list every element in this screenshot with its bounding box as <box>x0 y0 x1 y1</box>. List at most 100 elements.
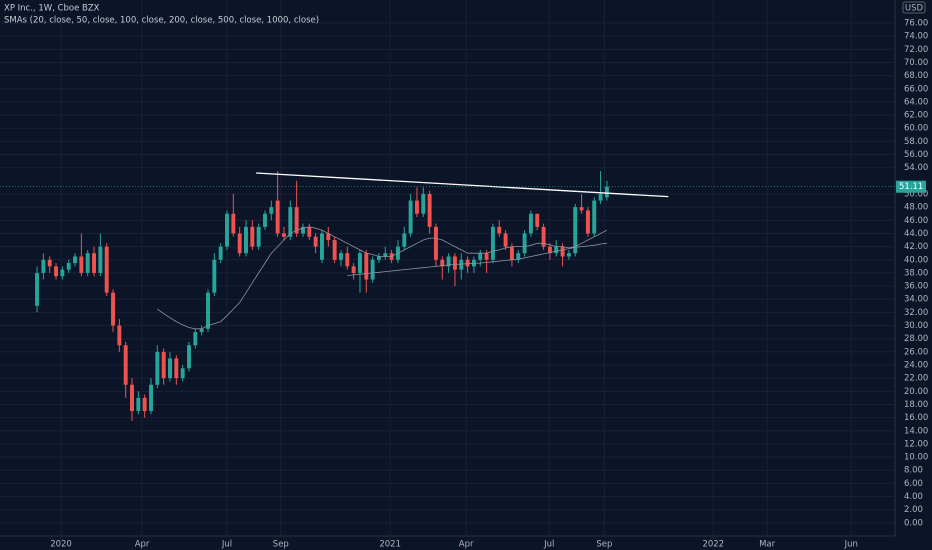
x-tick-label: Jul <box>221 540 232 550</box>
candle-body <box>554 246 559 254</box>
candle-body <box>383 253 388 257</box>
candle-body <box>60 269 65 277</box>
candle-body <box>174 358 179 379</box>
x-tick-label: 2020 <box>50 540 72 550</box>
y-tick-label: 8.00 <box>904 466 923 476</box>
candle-body <box>326 233 331 241</box>
indicator-label: SMAs (20, close, 50, close, 100, close, … <box>4 16 319 26</box>
candle-body <box>244 226 248 254</box>
candle-body <box>307 226 312 237</box>
candle-body <box>465 259 470 267</box>
y-tick-label: 54.00 <box>904 163 928 173</box>
candle-body <box>358 253 362 273</box>
candle-body <box>585 210 590 234</box>
y-tick-label: 68.00 <box>904 71 928 81</box>
grid <box>0 0 895 536</box>
candle-body <box>35 272 40 306</box>
candle-body <box>370 259 375 280</box>
candle-body <box>66 263 71 270</box>
y-tick-label: 66.00 <box>904 84 928 94</box>
y-tick-label: 34.00 <box>904 295 928 305</box>
candle-body <box>187 345 191 369</box>
candle-body <box>478 253 483 260</box>
candle-body <box>547 246 552 254</box>
y-tick-label: 64.00 <box>904 97 928 107</box>
y-tick-label: 32.00 <box>904 308 928 318</box>
candle-body <box>573 207 578 254</box>
candle-body <box>522 233 527 254</box>
candle-body <box>231 213 236 234</box>
candle-body <box>541 226 546 247</box>
candle-body <box>199 328 204 333</box>
candle-body <box>402 233 407 247</box>
candle-body <box>440 259 445 267</box>
candle-body <box>237 233 242 254</box>
candle-body <box>320 233 324 260</box>
y-tick-label: 4.00 <box>904 492 923 502</box>
y-tick-label: 36.00 <box>904 282 928 292</box>
candle-body <box>193 332 198 346</box>
candle-body <box>149 384 153 412</box>
x-tick-label: Apr <box>459 540 474 550</box>
candle-body <box>275 200 280 234</box>
candle-body <box>427 194 432 227</box>
y-tick-label: 6.00 <box>904 479 923 489</box>
y-tick-label: 18.00 <box>904 400 928 410</box>
candle-body <box>168 358 172 379</box>
candle-body <box>490 226 495 260</box>
x-tick-label: Sep <box>596 540 612 550</box>
y-tick-label: 48.00 <box>904 203 928 213</box>
last-price-label: 51.11 <box>899 182 923 192</box>
candle-body <box>446 256 451 267</box>
y-tick-label: 58.00 <box>904 137 928 147</box>
candle-body <box>136 397 141 412</box>
y-tick-label: 56.00 <box>904 150 928 160</box>
candle-body <box>98 246 103 273</box>
y-tick-label: 10.00 <box>904 453 928 463</box>
sma-line <box>157 226 608 330</box>
candle-body <box>376 256 381 260</box>
candle-body <box>313 236 318 247</box>
candle-body <box>604 186 609 198</box>
candle-body <box>408 200 413 234</box>
candle-body <box>47 259 52 267</box>
currency-label[interactable]: USD <box>905 4 924 14</box>
candle-body <box>301 226 305 234</box>
trendline <box>256 172 669 198</box>
last-price-badge <box>896 180 926 193</box>
y-tick-label: 62.00 <box>904 111 928 121</box>
y-tick-label: 12.00 <box>904 439 928 449</box>
candle-body <box>598 194 603 201</box>
y-tick-label: 20.00 <box>904 387 928 397</box>
candle-body <box>263 213 267 227</box>
y-tick-label: 76.00 <box>904 19 928 29</box>
x-tick-label: Mar <box>759 540 776 550</box>
y-tick-label: 42.00 <box>904 242 928 252</box>
x-tick-label: Jun <box>844 540 858 550</box>
candle-body <box>54 266 58 277</box>
y-tick-label: 30.00 <box>904 321 928 331</box>
y-tick-label: 0.00 <box>904 518 923 528</box>
y-tick-label: 70.00 <box>904 58 928 68</box>
candle-body <box>364 253 369 280</box>
candle-body <box>250 226 255 247</box>
y-tick-label: 28.00 <box>904 334 928 344</box>
candle-body <box>206 292 210 329</box>
chart-title: XP Inc., 1W, Cboe BZX <box>4 4 100 14</box>
y-tick-label: 44.00 <box>904 229 928 239</box>
candle-body <box>592 200 597 234</box>
x-tick-label: 2021 <box>379 540 401 550</box>
candle-body <box>339 253 343 260</box>
candle-body <box>92 253 96 273</box>
candle-body <box>111 292 115 326</box>
candle-body <box>433 226 438 260</box>
x-tick-label: Jul <box>543 540 554 550</box>
candle-body <box>509 246 514 260</box>
candle-body <box>503 233 508 247</box>
y-tick-label: 46.00 <box>904 216 928 226</box>
x-tick-label: Apr <box>135 540 150 550</box>
currency-box[interactable] <box>902 1 926 14</box>
candle-body <box>528 213 533 234</box>
